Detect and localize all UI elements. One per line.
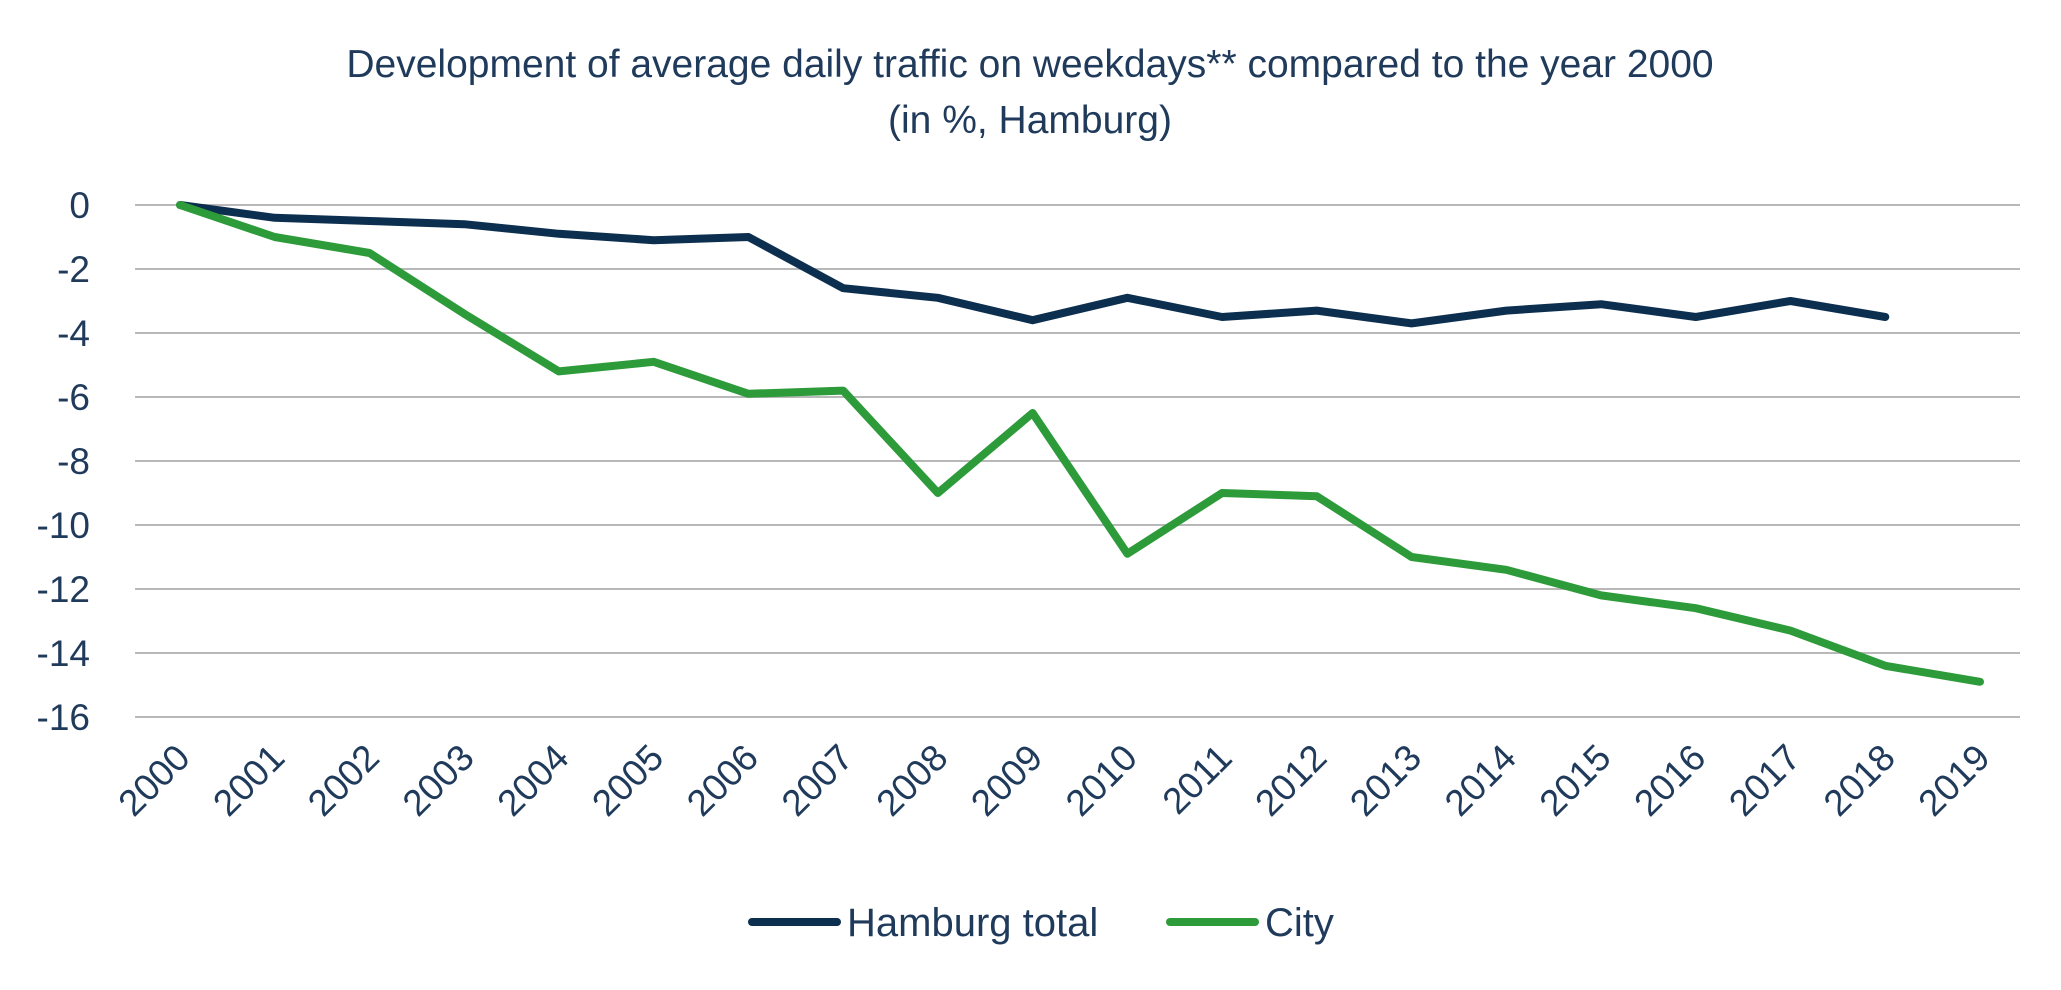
- data-point: [1979, 681, 1981, 683]
- data-point: [1600, 594, 1602, 596]
- legend-label: City: [1265, 901, 1334, 945]
- data-point: [1600, 303, 1602, 305]
- data-point: [1411, 556, 1413, 558]
- series-line-hamburg-total: [176, 201, 1890, 328]
- x-tick-label: 2010: [1058, 737, 1145, 824]
- data-point: [463, 223, 465, 225]
- data-point: [1505, 569, 1507, 571]
- data-point: [747, 236, 749, 238]
- data-point: [558, 233, 560, 235]
- y-tick-label: -4: [57, 313, 90, 354]
- x-tick-label: 2019: [1910, 737, 1997, 824]
- data-point: [463, 313, 465, 315]
- data-point: [937, 492, 939, 494]
- data-point: [274, 217, 276, 219]
- data-point: [1032, 319, 1034, 321]
- data-point: [1126, 553, 1128, 555]
- gridlines: [135, 204, 2020, 718]
- data-point: [1316, 495, 1318, 497]
- data-point: [1790, 300, 1792, 302]
- data-point: [1032, 412, 1034, 414]
- data-point: [1884, 665, 1886, 667]
- y-axis-ticks: 0 -2 -4 -6 -8 -10 -12 -14 -16: [37, 185, 90, 738]
- data-point: [1221, 492, 1223, 494]
- x-tick-label: 2015: [1532, 737, 1619, 824]
- x-tick-label: 2009: [963, 737, 1050, 824]
- x-tick-label: 2001: [205, 737, 292, 824]
- y-tick-label: -8: [57, 441, 90, 482]
- x-tick-label: 2002: [300, 737, 387, 824]
- legend-label: Hamburg total: [847, 901, 1098, 945]
- data-point: [1411, 322, 1413, 324]
- x-tick-label: 2013: [1342, 737, 1429, 824]
- data-point: [842, 390, 844, 392]
- data-point: [558, 370, 560, 372]
- x-tick-label: 2006: [679, 737, 766, 824]
- data-point: [653, 239, 655, 241]
- data-point: [1505, 310, 1507, 312]
- x-tick-label: 2000: [110, 737, 197, 824]
- y-tick-label: -6: [57, 377, 90, 418]
- y-tick-label: -14: [37, 633, 90, 674]
- y-tick-label: -2: [57, 249, 90, 290]
- x-tick-label: 2017: [1721, 737, 1808, 824]
- chart-title: Development of average daily traffic on …: [346, 43, 1713, 86]
- x-tick-label: 2003: [395, 737, 482, 824]
- data-point: [368, 252, 370, 254]
- x-tick-label: 2011: [1155, 737, 1240, 822]
- data-point: [937, 297, 939, 299]
- data-point: [1695, 607, 1697, 609]
- chart-subtitle: (in %, Hamburg): [888, 99, 1172, 142]
- x-tick-label: 2014: [1437, 737, 1524, 824]
- y-tick-label: -16: [37, 697, 90, 738]
- x-tick-label: 2007: [774, 737, 861, 824]
- x-tick-label: 2012: [1247, 737, 1334, 824]
- data-point: [1126, 297, 1128, 299]
- series-line-city: [176, 201, 1984, 686]
- x-tick-label: 2004: [489, 737, 576, 824]
- data-point: [1695, 316, 1697, 318]
- series-lines: [176, 201, 1984, 686]
- data-point: [1221, 316, 1223, 318]
- data-point: [842, 287, 844, 289]
- y-tick-label: 0: [69, 185, 90, 226]
- data-point: [653, 361, 655, 363]
- legend: Hamburg total City: [748, 901, 1334, 945]
- x-tick-label: 2018: [1816, 737, 1903, 824]
- x-tick-label: 2016: [1626, 737, 1713, 824]
- data-point: [274, 236, 276, 238]
- data-point: [179, 204, 181, 206]
- data-point: [368, 220, 370, 222]
- x-tick-label: 2005: [584, 737, 671, 824]
- data-point: [1316, 310, 1318, 312]
- data-point: [1790, 630, 1792, 632]
- data-point: [747, 393, 749, 395]
- y-tick-label: -10: [37, 505, 90, 546]
- y-tick-label: -12: [37, 569, 90, 610]
- x-axis-ticks: 2000 2001 2002 2003 2004 2005 2006 2007 2008 2009…: [110, 737, 1997, 824]
- data-point: [1884, 316, 1886, 318]
- x-tick-label: 2008: [868, 737, 955, 824]
